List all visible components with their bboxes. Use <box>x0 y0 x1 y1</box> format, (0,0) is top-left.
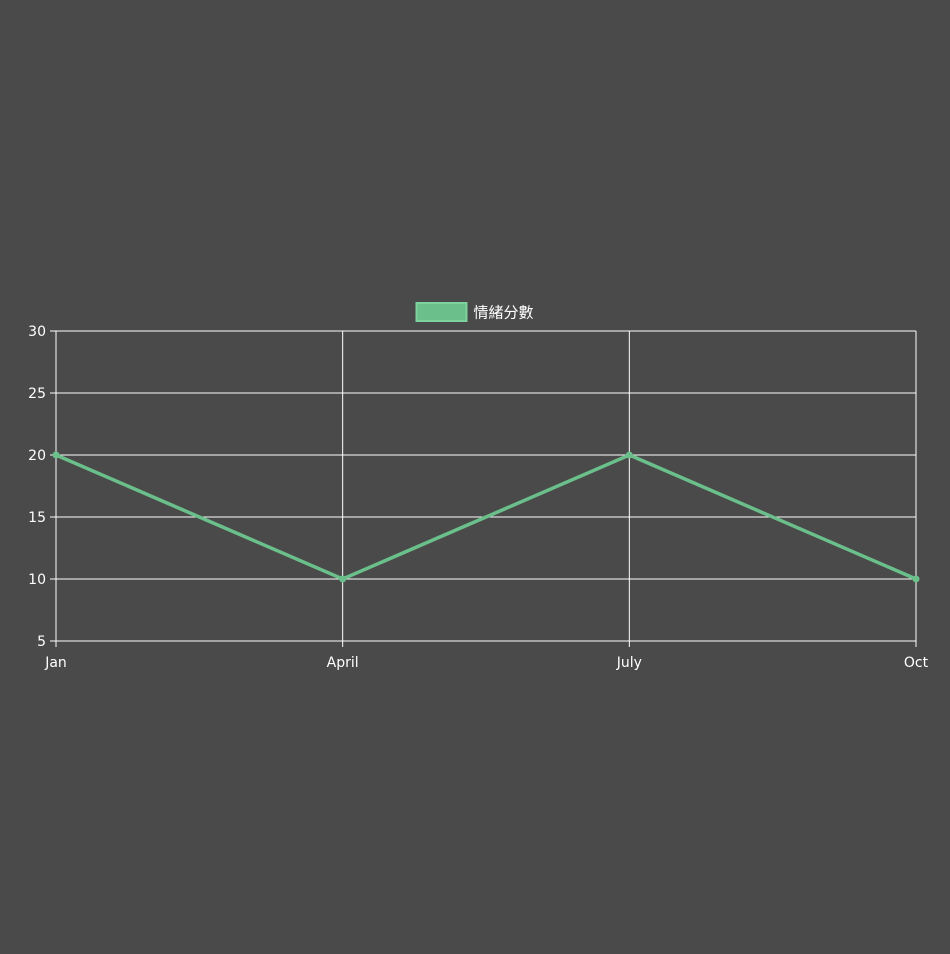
grid <box>50 330 917 647</box>
series-layer <box>52 451 920 583</box>
x-tick-label: Jan <box>44 655 67 671</box>
legend-swatch <box>415 302 468 322</box>
series-line <box>55 453 917 581</box>
legend[interactable]: 情緒分數 <box>415 302 534 322</box>
x-tick-label: Oct <box>904 655 929 671</box>
legend-label: 情緒分數 <box>473 304 533 322</box>
data-point[interactable] <box>339 575 347 583</box>
data-point[interactable] <box>52 451 60 459</box>
data-point[interactable] <box>912 575 920 583</box>
y-tick-label: 25 <box>28 386 46 402</box>
x-tick-label: April <box>327 655 359 671</box>
x-tick-label: July <box>616 655 642 671</box>
axes: 5 10 15 20 25 30 Jan April July Oct <box>28 324 928 671</box>
y-tick-label: 10 <box>28 572 46 588</box>
data-point[interactable] <box>625 451 633 459</box>
y-tick-label: 30 <box>28 324 46 340</box>
y-tick-label: 15 <box>28 510 46 526</box>
y-tick-label: 5 <box>37 634 46 650</box>
y-tick-label: 20 <box>28 448 46 464</box>
